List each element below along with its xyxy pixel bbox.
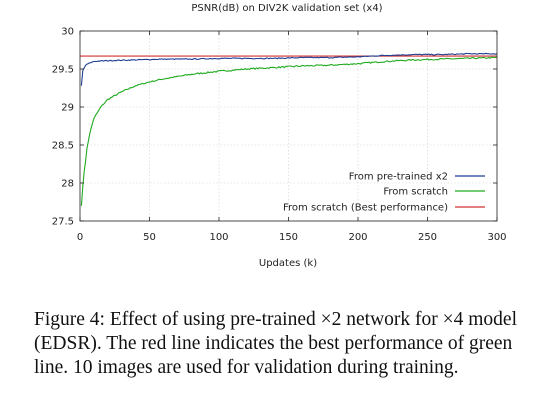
x-tick-label: 200 <box>348 232 367 243</box>
y-tick-label: 30 <box>61 27 74 38</box>
legend-label: From scratch <box>383 187 448 198</box>
x-tick-label: 50 <box>143 232 156 243</box>
legend-label: From scratch (Best performance) <box>283 203 448 214</box>
legend-label: From pre-trained x2 <box>349 172 448 183</box>
x-tick-label: 250 <box>418 232 437 243</box>
series-line-0 <box>80 52 498 86</box>
x-axis-label: Updates (k) <box>259 258 317 269</box>
figure-caption: Figure 4: Effect of using pre-trained ×2… <box>34 309 518 378</box>
y-tick-label: 27.5 <box>52 217 74 228</box>
x-tick-label: 150 <box>279 232 298 243</box>
series-line-1 <box>80 56 498 206</box>
chart-title: PSNR(dB) on DIV2K validation set (x4) <box>191 3 382 14</box>
x-tick-label: 0 <box>77 232 83 243</box>
plot-lines <box>80 52 498 206</box>
y-tick-label: 29 <box>61 103 74 114</box>
y-tick-label: 29.5 <box>52 65 74 76</box>
y-tick-label: 28.5 <box>52 141 74 152</box>
legend: From pre-trained x2 From scratch From scra… <box>283 172 485 214</box>
x-tick-label: 100 <box>209 232 228 243</box>
x-tick-label: 300 <box>487 232 506 243</box>
y-tick-label: 28 <box>61 179 74 190</box>
